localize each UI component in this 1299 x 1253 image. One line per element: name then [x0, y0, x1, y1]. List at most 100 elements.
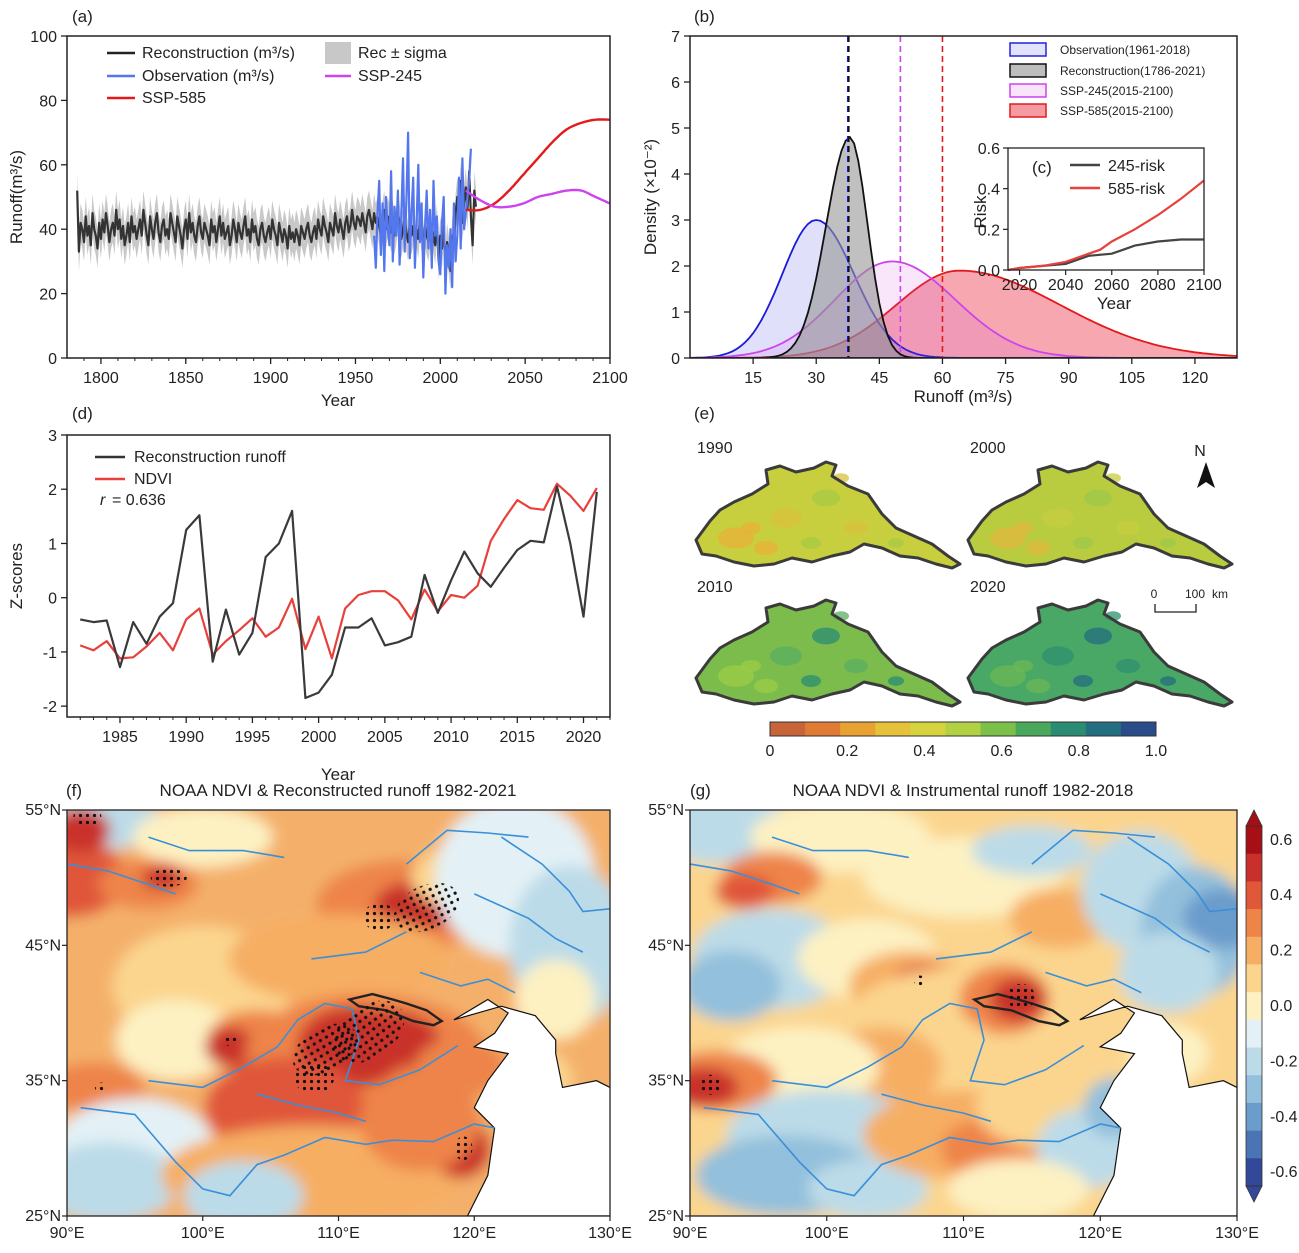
panel-a-xlabel: Year: [321, 391, 356, 410]
rec-runoff-line: [79, 485, 598, 700]
river-line: [473, 893, 584, 953]
observation-line: [373, 131, 472, 295]
panel-f-map: [67, 810, 610, 1216]
legend-swatch-245: [1009, 83, 1047, 98]
y-tick-label: 0.0: [978, 263, 1000, 280]
panel-f: (f) NOAA NDVI & Reconstructed runoff 198…: [25, 781, 632, 1242]
ndvi-patch: [812, 627, 840, 645]
panel-d-xlabel: Year: [321, 765, 356, 784]
x-tick-label: 15: [744, 370, 762, 387]
colorbar-tick-label: 0.6: [1270, 832, 1292, 849]
panel-a-ylabel: Runoff(m³/s): [7, 150, 26, 244]
map-year-2020: 2020: [970, 579, 1006, 596]
legend-ssp245: SSP-245: [358, 68, 422, 85]
significance-stipple: [222, 1034, 237, 1047]
x-tick-label: 30: [807, 370, 825, 387]
river-line: [311, 931, 407, 960]
y-tick-label: 2: [48, 482, 57, 499]
density-rec: [690, 135, 1237, 358]
panel-d-ylabel: Z-scores: [7, 543, 26, 609]
river-line: [771, 836, 909, 859]
lat-tick-label: 25°N: [648, 1208, 684, 1225]
panel-a-axes: 1800 1850 1900 1950 2000 2050 2100 0 20 40 60 80 100: [30, 29, 628, 387]
x-tick-label: 105: [1118, 370, 1145, 387]
colorbar-cell: [1246, 936, 1262, 965]
panel-c-frame: [1007, 147, 1205, 271]
scale-0: 0: [1151, 587, 1158, 601]
r-symbol: r: [100, 492, 106, 509]
colorbar-tick-label: -0.4: [1270, 1109, 1298, 1126]
x-tick-label: 1990: [168, 729, 204, 746]
field-blob: [228, 913, 449, 1004]
river-line: [1045, 971, 1142, 994]
colorbar-cell: [1246, 1130, 1262, 1159]
basin-outline: [966, 598, 1234, 708]
y-tick-label: 20: [39, 287, 57, 304]
river-line: [690, 863, 800, 895]
lon-tick-label: 120°E: [1078, 1225, 1122, 1242]
legend-swatch-obs: [1009, 42, 1047, 57]
ndvi-patch: [754, 540, 778, 556]
colorbar-cell: [945, 722, 982, 736]
lat-tick-label: 35°N: [648, 1073, 684, 1090]
ssp245-line: [465, 188, 610, 209]
x-tick-label: 1985: [102, 729, 138, 746]
panel-c-axes: 2020 2040 2060 2080 2100 0.0 0.2 0.4 0.6: [978, 141, 1222, 294]
y-tick-label: 4: [671, 167, 680, 184]
panel-d-plot-area: [79, 482, 598, 700]
ndvi-patch: [1073, 537, 1093, 549]
significance-stipple: [697, 1074, 724, 1095]
x-tick-label: 45: [870, 370, 888, 387]
basin-map-2000: [966, 460, 1234, 570]
ndvi-patch: [1026, 540, 1050, 556]
basin-outline: [694, 598, 962, 708]
significance-stipple: [294, 1061, 335, 1094]
y-tick-label: 7: [671, 29, 680, 46]
panel-d-axes: 1985 1990 1995 2000 2005 2010 2015 2020 -2 -1 0 1 2 3: [43, 428, 611, 746]
ndvi-patch: [754, 678, 778, 694]
legend-swatch-585: [1009, 103, 1047, 118]
significance-stipple: [292, 1023, 358, 1076]
colorbar-tick-label: 0.4: [913, 743, 935, 760]
colorbar-tick-label: 0: [766, 743, 775, 760]
basin-fill: [696, 462, 960, 568]
y-tick-label: 100: [30, 29, 57, 46]
x-tick-label: 1850: [168, 370, 204, 387]
legend-swatch-rec: [1009, 63, 1047, 78]
panel-g-axes: 90°E 100°E 110°E 120°E 130°E 55°N 45°N 35°N 25°N: [648, 802, 1259, 1242]
panel-d-label: (d): [72, 404, 93, 423]
river-line: [1099, 893, 1211, 953]
y-tick-label: 2: [671, 259, 680, 276]
significance-stipple: [363, 902, 396, 931]
x-tick-label: 1900: [253, 370, 289, 387]
x-tick-label: 2010: [433, 729, 469, 746]
field-blob: [115, 1000, 236, 1081]
scale-bar: 0 100 km: [1151, 587, 1228, 613]
x-tick-label: 1950: [338, 370, 374, 387]
significance-stipple: [394, 882, 459, 933]
panel-g-title: NOAA NDVI & Instrumental runoff 1982-201…: [793, 781, 1134, 800]
colorbar-frame: [1245, 825, 1263, 1187]
river-line: [936, 931, 1033, 960]
panel-g: (g) NOAA NDVI & Instrumental runoff 1982…: [648, 781, 1298, 1242]
x-tick-label: 2050: [507, 370, 543, 387]
x-tick-label: 2020: [1002, 277, 1038, 294]
colorbar-tick-label: 0.0: [1270, 998, 1292, 1015]
river-line: [881, 1093, 992, 1123]
y-tick-label: 3: [671, 213, 680, 230]
river-line: [405, 829, 529, 865]
basin-map-2020: [966, 598, 1234, 708]
river-line: [771, 1002, 1085, 1089]
x-tick-label: 2015: [499, 729, 535, 746]
ndvi-patch: [1042, 508, 1074, 528]
basin-fill: [968, 462, 1232, 568]
ndvi-patch: [1160, 676, 1176, 686]
y-tick-label: 0: [48, 591, 57, 608]
ndvi-patch: [1084, 489, 1112, 507]
legend-observation: Observation (m³/s): [142, 68, 274, 85]
significance-stipple: [1006, 983, 1035, 1010]
river-line: [80, 1106, 495, 1197]
scale-unit: km: [1212, 587, 1228, 601]
y-tick-label: 1: [48, 536, 57, 553]
